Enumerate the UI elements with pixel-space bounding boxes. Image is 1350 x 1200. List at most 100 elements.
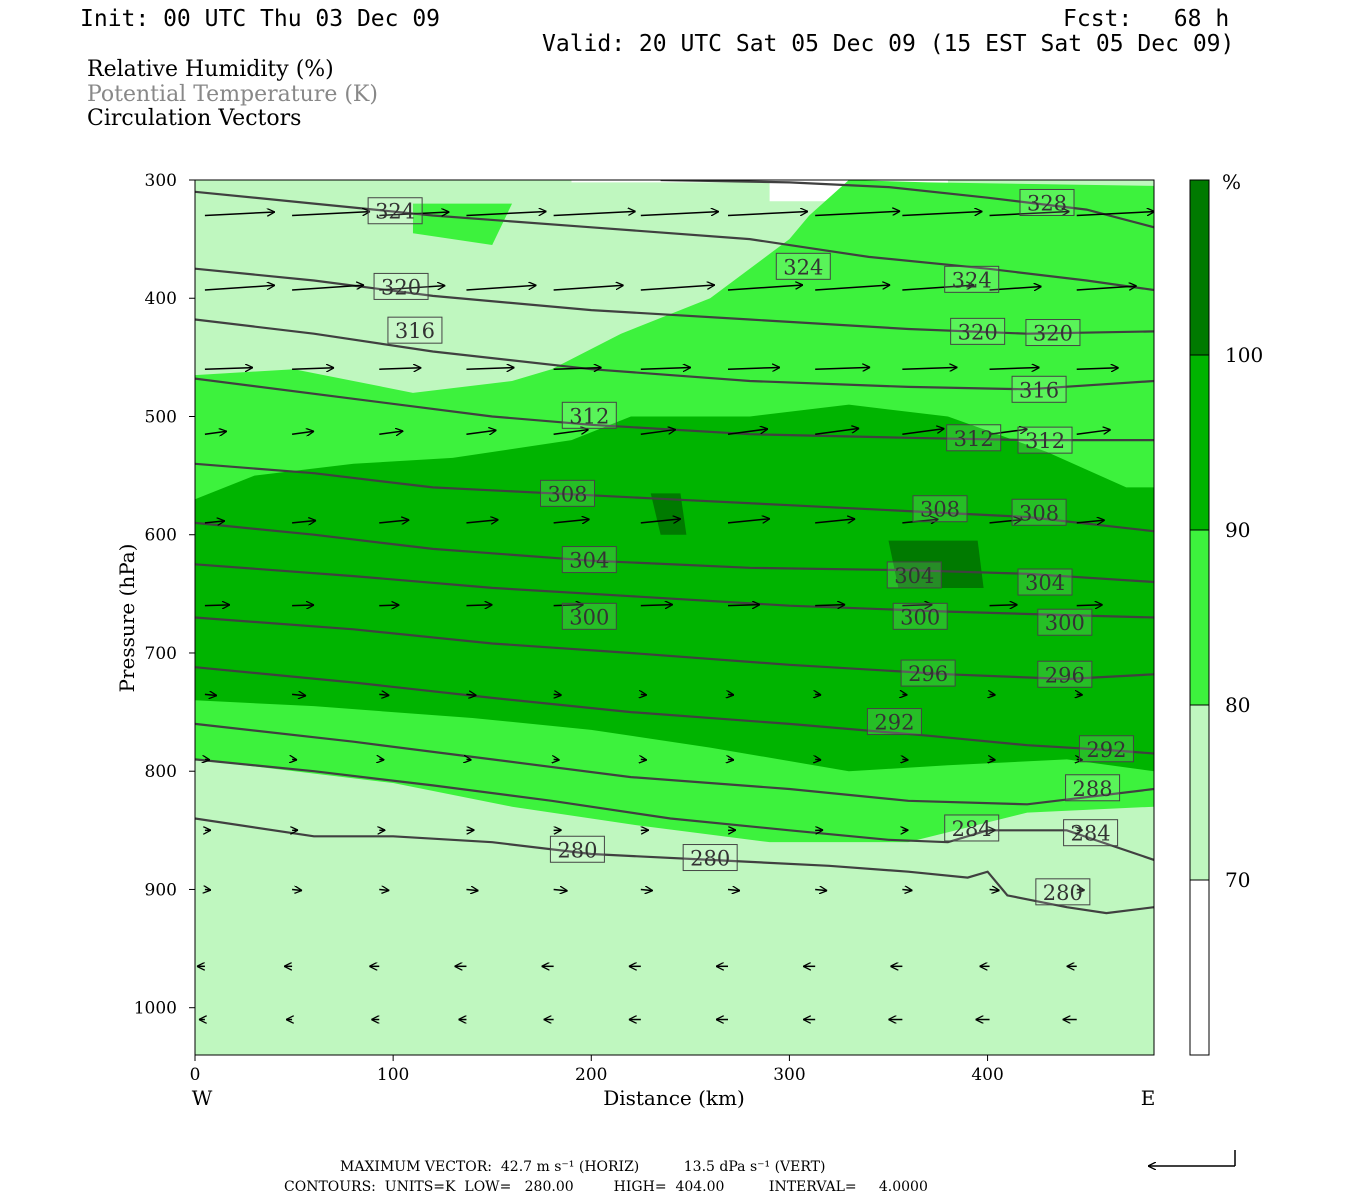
circulation-vector bbox=[902, 759, 908, 760]
circulation-vector bbox=[291, 431, 314, 434]
contour-label-312: 312 bbox=[1025, 429, 1065, 453]
circulation-vector bbox=[815, 428, 859, 435]
circulation-vector bbox=[1076, 520, 1105, 523]
x-axis-title: Distance (km) bbox=[603, 1086, 745, 1110]
circulation-vector bbox=[553, 605, 584, 606]
circulation-vector bbox=[292, 759, 297, 760]
circulation-vector bbox=[554, 759, 560, 760]
circulation-vector bbox=[204, 521, 225, 523]
theta-contour-316 bbox=[195, 318, 1154, 391]
contour-label-box bbox=[775, 252, 831, 280]
circulation-vector bbox=[1077, 889, 1085, 890]
circulation-vector bbox=[989, 211, 1070, 217]
rh-region-100+-0 bbox=[650, 493, 687, 535]
circulation-vector bbox=[292, 694, 306, 695]
y-axis-title: Pressure (hPa) bbox=[115, 544, 139, 693]
contour-label-box bbox=[540, 479, 596, 507]
contour-label-box bbox=[944, 265, 1000, 293]
circulation-vector bbox=[379, 694, 389, 695]
plot-frame bbox=[194, 179, 1155, 1056]
circulation-vector bbox=[204, 368, 253, 370]
circulation-vector bbox=[728, 759, 734, 760]
circulation-vector bbox=[466, 285, 536, 291]
circulation-vector bbox=[1076, 286, 1137, 291]
circulation-vector bbox=[292, 285, 364, 291]
circulation-vector bbox=[466, 368, 514, 370]
circulation-vector bbox=[466, 211, 546, 217]
contour-label-box bbox=[1011, 375, 1067, 403]
contour-label-box bbox=[866, 708, 922, 736]
circulation-vector bbox=[292, 605, 314, 606]
circulation-vector bbox=[292, 368, 334, 369]
circulation-vector bbox=[902, 889, 912, 890]
contour-label-312: 312 bbox=[569, 404, 609, 428]
contour-label-280: 280 bbox=[557, 838, 597, 862]
y-tick-label: 700 bbox=[145, 644, 177, 664]
circulation-vector bbox=[641, 759, 647, 760]
circulation-vector bbox=[989, 605, 1018, 606]
contour-label-300: 300 bbox=[900, 605, 940, 629]
colorbar-segment bbox=[1189, 704, 1210, 881]
contour-label-box bbox=[561, 602, 617, 630]
circulation-vector bbox=[640, 605, 673, 606]
circulation-vector bbox=[292, 889, 302, 890]
theta-contour-292 bbox=[195, 666, 1154, 755]
contour-label-box bbox=[1019, 188, 1075, 216]
contour-label-box bbox=[1025, 319, 1081, 347]
circulation-vector bbox=[204, 605, 230, 606]
circulation-vector bbox=[553, 519, 590, 523]
contour-label-box bbox=[900, 659, 956, 687]
legend-theta: Potential Temperature (K) bbox=[87, 82, 378, 107]
contour-label-box bbox=[950, 317, 1006, 345]
circulation-vector bbox=[727, 519, 770, 524]
circulation-vector bbox=[1076, 430, 1111, 435]
circulation-vector bbox=[640, 285, 715, 291]
circulation-vector bbox=[902, 694, 907, 695]
circulation-vector bbox=[902, 211, 982, 217]
circulation-vector bbox=[727, 285, 803, 291]
y-tick-label: 500 bbox=[145, 407, 177, 427]
theta-contour-324 bbox=[195, 190, 1154, 292]
circulation-vector bbox=[815, 367, 870, 369]
colorbar-level-label: 100 bbox=[1225, 343, 1263, 367]
contour-label-284: 284 bbox=[1071, 822, 1111, 846]
circulation-vector bbox=[727, 367, 780, 369]
y-tick-label: 400 bbox=[145, 289, 177, 309]
circulation-vector bbox=[902, 429, 944, 435]
contour-label-box bbox=[367, 197, 423, 225]
circulation-vector bbox=[379, 212, 449, 216]
x-axis-west-label: W bbox=[192, 1086, 213, 1110]
x-tick-label: 0 bbox=[190, 1065, 201, 1085]
circulation-vector bbox=[989, 286, 1042, 289]
y-tick-label: 1000 bbox=[134, 999, 177, 1019]
theta-contour-308 bbox=[195, 462, 1154, 533]
circulation-vector bbox=[902, 519, 938, 523]
circulation-vector bbox=[727, 429, 768, 435]
contour-label-308: 308 bbox=[547, 482, 587, 506]
circulation-vector bbox=[466, 520, 498, 523]
theta-contour-300 bbox=[195, 563, 1154, 619]
reference-vector-arrow-icon bbox=[1148, 1150, 1236, 1166]
colorbar-level-label: 70 bbox=[1225, 868, 1250, 892]
contour-label-320: 320 bbox=[381, 275, 421, 299]
contour-label-304: 304 bbox=[569, 549, 609, 573]
y-tick-label: 600 bbox=[145, 526, 177, 546]
contour-label-box bbox=[946, 424, 1002, 452]
circulation-vector bbox=[205, 889, 211, 890]
y-tick-label: 300 bbox=[145, 171, 177, 191]
contour-label-292: 292 bbox=[1086, 738, 1126, 762]
contour-label-box bbox=[1078, 735, 1134, 763]
footer-max-vector: MAXIMUM VECTOR: 42.7 m s⁻¹ (HORIZ) 13.5 … bbox=[340, 1159, 826, 1175]
circulation-vector bbox=[727, 211, 808, 217]
contour-label-box bbox=[387, 316, 443, 344]
theta-contour-328 bbox=[660, 180, 1154, 229]
circulation-vector bbox=[815, 759, 821, 760]
circulation-vector bbox=[466, 759, 471, 760]
circulation-vector bbox=[379, 286, 445, 291]
colorbar-segment bbox=[1189, 529, 1210, 706]
colorbar-segment bbox=[1189, 879, 1210, 1056]
theta-contour-288 bbox=[195, 722, 1154, 806]
contour-label-300: 300 bbox=[1045, 611, 1085, 635]
x-axis-east-label: E bbox=[1141, 1086, 1156, 1110]
